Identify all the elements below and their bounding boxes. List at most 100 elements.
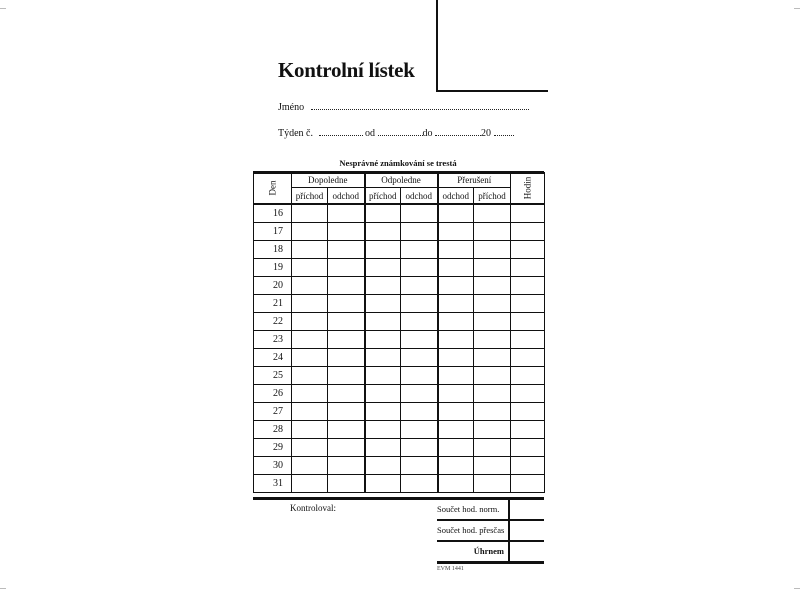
entry-cell[interactable] (400, 474, 438, 493)
entry-cell[interactable] (510, 203, 545, 223)
entry-cell[interactable] (436, 276, 474, 295)
entry-cell[interactable] (291, 222, 328, 241)
entry-cell[interactable] (400, 294, 438, 313)
entry-cell[interactable] (400, 366, 438, 385)
year-field[interactable] (493, 127, 514, 136)
entry-cell[interactable] (436, 240, 474, 259)
entry-cell[interactable] (400, 384, 438, 403)
entry-cell[interactable] (291, 203, 328, 223)
entry-cell[interactable] (436, 258, 474, 277)
entry-cell[interactable] (363, 402, 401, 421)
entry-cell[interactable] (436, 384, 474, 403)
entry-cell[interactable] (473, 240, 511, 259)
entry-cell[interactable] (400, 456, 438, 475)
entry-cell[interactable] (291, 474, 328, 493)
entry-cell[interactable] (327, 312, 365, 331)
entry-cell[interactable] (473, 312, 511, 331)
entry-cell[interactable] (436, 366, 474, 385)
entry-cell[interactable] (363, 474, 401, 493)
entry-cell[interactable] (436, 438, 474, 457)
entry-cell[interactable] (473, 222, 511, 241)
entry-cell[interactable] (473, 366, 511, 385)
to-field[interactable] (435, 127, 481, 136)
entry-cell[interactable] (510, 456, 545, 475)
entry-cell[interactable] (291, 276, 328, 295)
entry-cell[interactable] (291, 240, 328, 259)
entry-cell[interactable] (400, 312, 438, 331)
entry-cell[interactable] (473, 294, 511, 313)
entry-cell[interactable] (291, 384, 328, 403)
entry-cell[interactable] (473, 456, 511, 475)
entry-cell[interactable] (363, 348, 401, 367)
entry-cell[interactable] (291, 348, 328, 367)
entry-cell[interactable] (291, 330, 328, 349)
entry-cell[interactable] (400, 276, 438, 295)
entry-cell[interactable] (510, 348, 545, 367)
week-field[interactable] (318, 127, 363, 136)
entry-cell[interactable] (400, 330, 438, 349)
sum-norm-field[interactable] (510, 500, 544, 519)
entry-cell[interactable] (291, 258, 328, 277)
entry-cell[interactable] (510, 474, 545, 493)
entry-cell[interactable] (363, 420, 401, 439)
entry-cell[interactable] (327, 330, 365, 349)
entry-cell[interactable] (436, 420, 474, 439)
entry-cell[interactable] (363, 456, 401, 475)
entry-cell[interactable] (436, 294, 474, 313)
name-field[interactable] (310, 101, 529, 110)
entry-cell[interactable] (473, 348, 511, 367)
entry-cell[interactable] (436, 222, 474, 241)
entry-cell[interactable] (400, 222, 438, 241)
entry-cell[interactable] (363, 294, 401, 313)
entry-cell[interactable] (436, 474, 474, 493)
entry-cell[interactable] (400, 258, 438, 277)
entry-cell[interactable] (510, 330, 545, 349)
entry-cell[interactable] (327, 366, 365, 385)
entry-cell[interactable] (510, 222, 545, 241)
entry-cell[interactable] (436, 312, 474, 331)
entry-cell[interactable] (510, 438, 545, 457)
total-field[interactable] (510, 542, 544, 561)
entry-cell[interactable] (510, 402, 545, 421)
entry-cell[interactable] (327, 438, 365, 457)
entry-cell[interactable] (473, 330, 511, 349)
entry-cell[interactable] (327, 258, 365, 277)
entry-cell[interactable] (510, 366, 545, 385)
entry-cell[interactable] (327, 474, 365, 493)
entry-cell[interactable] (327, 240, 365, 259)
entry-cell[interactable] (291, 456, 328, 475)
entry-cell[interactable] (327, 384, 365, 403)
entry-cell[interactable] (400, 348, 438, 367)
entry-cell[interactable] (400, 402, 438, 421)
entry-cell[interactable] (327, 420, 365, 439)
entry-cell[interactable] (291, 420, 328, 439)
entry-cell[interactable] (291, 294, 328, 313)
entry-cell[interactable] (363, 330, 401, 349)
entry-cell[interactable] (363, 366, 401, 385)
entry-cell[interactable] (473, 276, 511, 295)
entry-cell[interactable] (363, 312, 401, 331)
entry-cell[interactable] (400, 420, 438, 439)
entry-cell[interactable] (436, 348, 474, 367)
entry-cell[interactable] (510, 294, 545, 313)
entry-cell[interactable] (327, 294, 365, 313)
entry-cell[interactable] (363, 258, 401, 277)
entry-cell[interactable] (510, 420, 545, 439)
entry-cell[interactable] (363, 222, 401, 241)
entry-cell[interactable] (510, 312, 545, 331)
entry-cell[interactable] (436, 330, 474, 349)
entry-cell[interactable] (291, 438, 328, 457)
entry-cell[interactable] (291, 312, 328, 331)
entry-cell[interactable] (327, 456, 365, 475)
entry-cell[interactable] (400, 240, 438, 259)
entry-cell[interactable] (363, 276, 401, 295)
entry-cell[interactable] (510, 276, 545, 295)
from-field[interactable] (377, 127, 423, 136)
entry-cell[interactable] (510, 384, 545, 403)
entry-cell[interactable] (291, 366, 328, 385)
entry-cell[interactable] (363, 240, 401, 259)
entry-cell[interactable] (510, 258, 545, 277)
entry-cell[interactable] (327, 402, 365, 421)
sum-overtime-field[interactable] (510, 521, 544, 540)
entry-cell[interactable] (400, 203, 438, 223)
